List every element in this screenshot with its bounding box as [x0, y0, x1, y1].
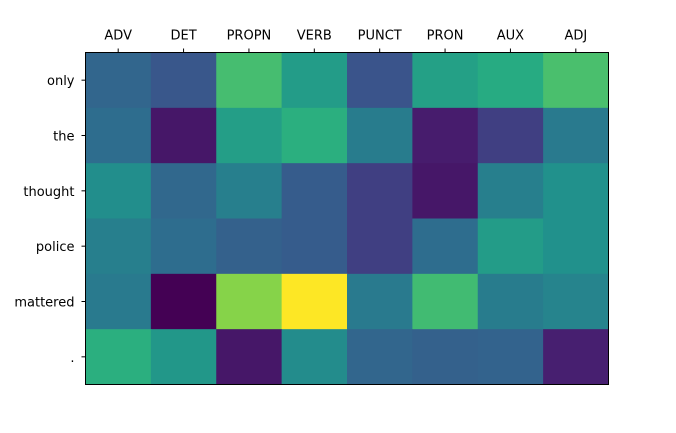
- x-tick-label: ADJ: [564, 29, 587, 44]
- x-tick-label: DET: [170, 29, 196, 44]
- heatmap-cell: [477, 163, 544, 219]
- heatmap-cell: [477, 107, 544, 164]
- heatmap-cell: [281, 107, 348, 164]
- heatmap-cell: [347, 107, 413, 164]
- heatmap-cell: [477, 329, 544, 385]
- heatmap-cell: [150, 107, 217, 164]
- heatmap-cell: [85, 273, 152, 330]
- heatmap-cell: [412, 218, 479, 275]
- heatmap-cell: [543, 329, 609, 385]
- heatmap-cell: [216, 52, 283, 109]
- x-tick-label: PRON: [427, 29, 464, 44]
- y-tick-label: thought: [23, 185, 74, 200]
- heatmap-cell: [412, 273, 479, 330]
- x-axis-ticks: ADV DET PROPN VERB PUNCT PRON AUX ADJ: [104, 29, 587, 53]
- heatmap-cell: [347, 163, 413, 219]
- x-tick-label: AUX: [497, 29, 524, 44]
- heatmap-cell: [150, 218, 217, 275]
- y-tick-label: police: [36, 240, 75, 255]
- heatmap-cell: [477, 273, 544, 330]
- heatmap-cell: [85, 52, 152, 109]
- heatmap-cell: [347, 218, 413, 275]
- heatmap-cell: [85, 329, 152, 385]
- heatmap-cell: [216, 163, 283, 219]
- x-tick-label: VERB: [297, 29, 332, 44]
- heatmap-cell: [543, 273, 609, 330]
- heatmap-cell: [477, 52, 544, 109]
- heatmap-cell: [216, 329, 283, 385]
- x-tick-label: PUNCT: [358, 29, 402, 44]
- heatmap-cell: [216, 273, 283, 330]
- heatmap-cell: [281, 52, 348, 109]
- plot-frame: [85, 52, 609, 385]
- heatmap-cell: [543, 107, 609, 164]
- heatmap-cell: [347, 329, 413, 385]
- heatmap-cell: [85, 163, 152, 219]
- heatmap-cell: [543, 218, 609, 275]
- heatmap-cell: [281, 163, 348, 219]
- heatmap-cell: [543, 163, 609, 219]
- heatmap-cell: [412, 163, 479, 219]
- heatmap-cell: [150, 273, 217, 330]
- heatmap-cell: [477, 218, 544, 275]
- y-axis-ticks: only the thought police mattered.: [14, 74, 86, 366]
- heatmap-cell: [281, 218, 348, 275]
- heatmap-cell: [85, 107, 152, 164]
- heatmap-cell: [281, 273, 348, 330]
- heatmap-cell: [347, 52, 413, 109]
- heatmap-cell: [216, 218, 283, 275]
- heatmap-cell: [412, 52, 479, 109]
- y-tick-label: only: [47, 74, 75, 89]
- heatmap-cell: [543, 52, 609, 109]
- heatmap-cell: [150, 52, 217, 109]
- heatmap-cell: [281, 329, 348, 385]
- x-tick-label: PROPN: [227, 29, 272, 44]
- heatmap-cell: [216, 107, 283, 164]
- heatmap-cell: [412, 107, 479, 164]
- heatmap-cell: [150, 329, 217, 385]
- x-tick-label: ADV: [104, 29, 132, 44]
- heatmap-cell: [347, 273, 413, 330]
- y-tick-label: mattered: [14, 296, 74, 311]
- heatmap-cell: [85, 218, 152, 275]
- y-tick-label: the: [53, 130, 74, 145]
- heatmap-cells: [85, 52, 609, 385]
- y-tick-label: .: [70, 351, 74, 366]
- heatmap-cell: [150, 163, 217, 219]
- heatmap-cell: [412, 329, 479, 385]
